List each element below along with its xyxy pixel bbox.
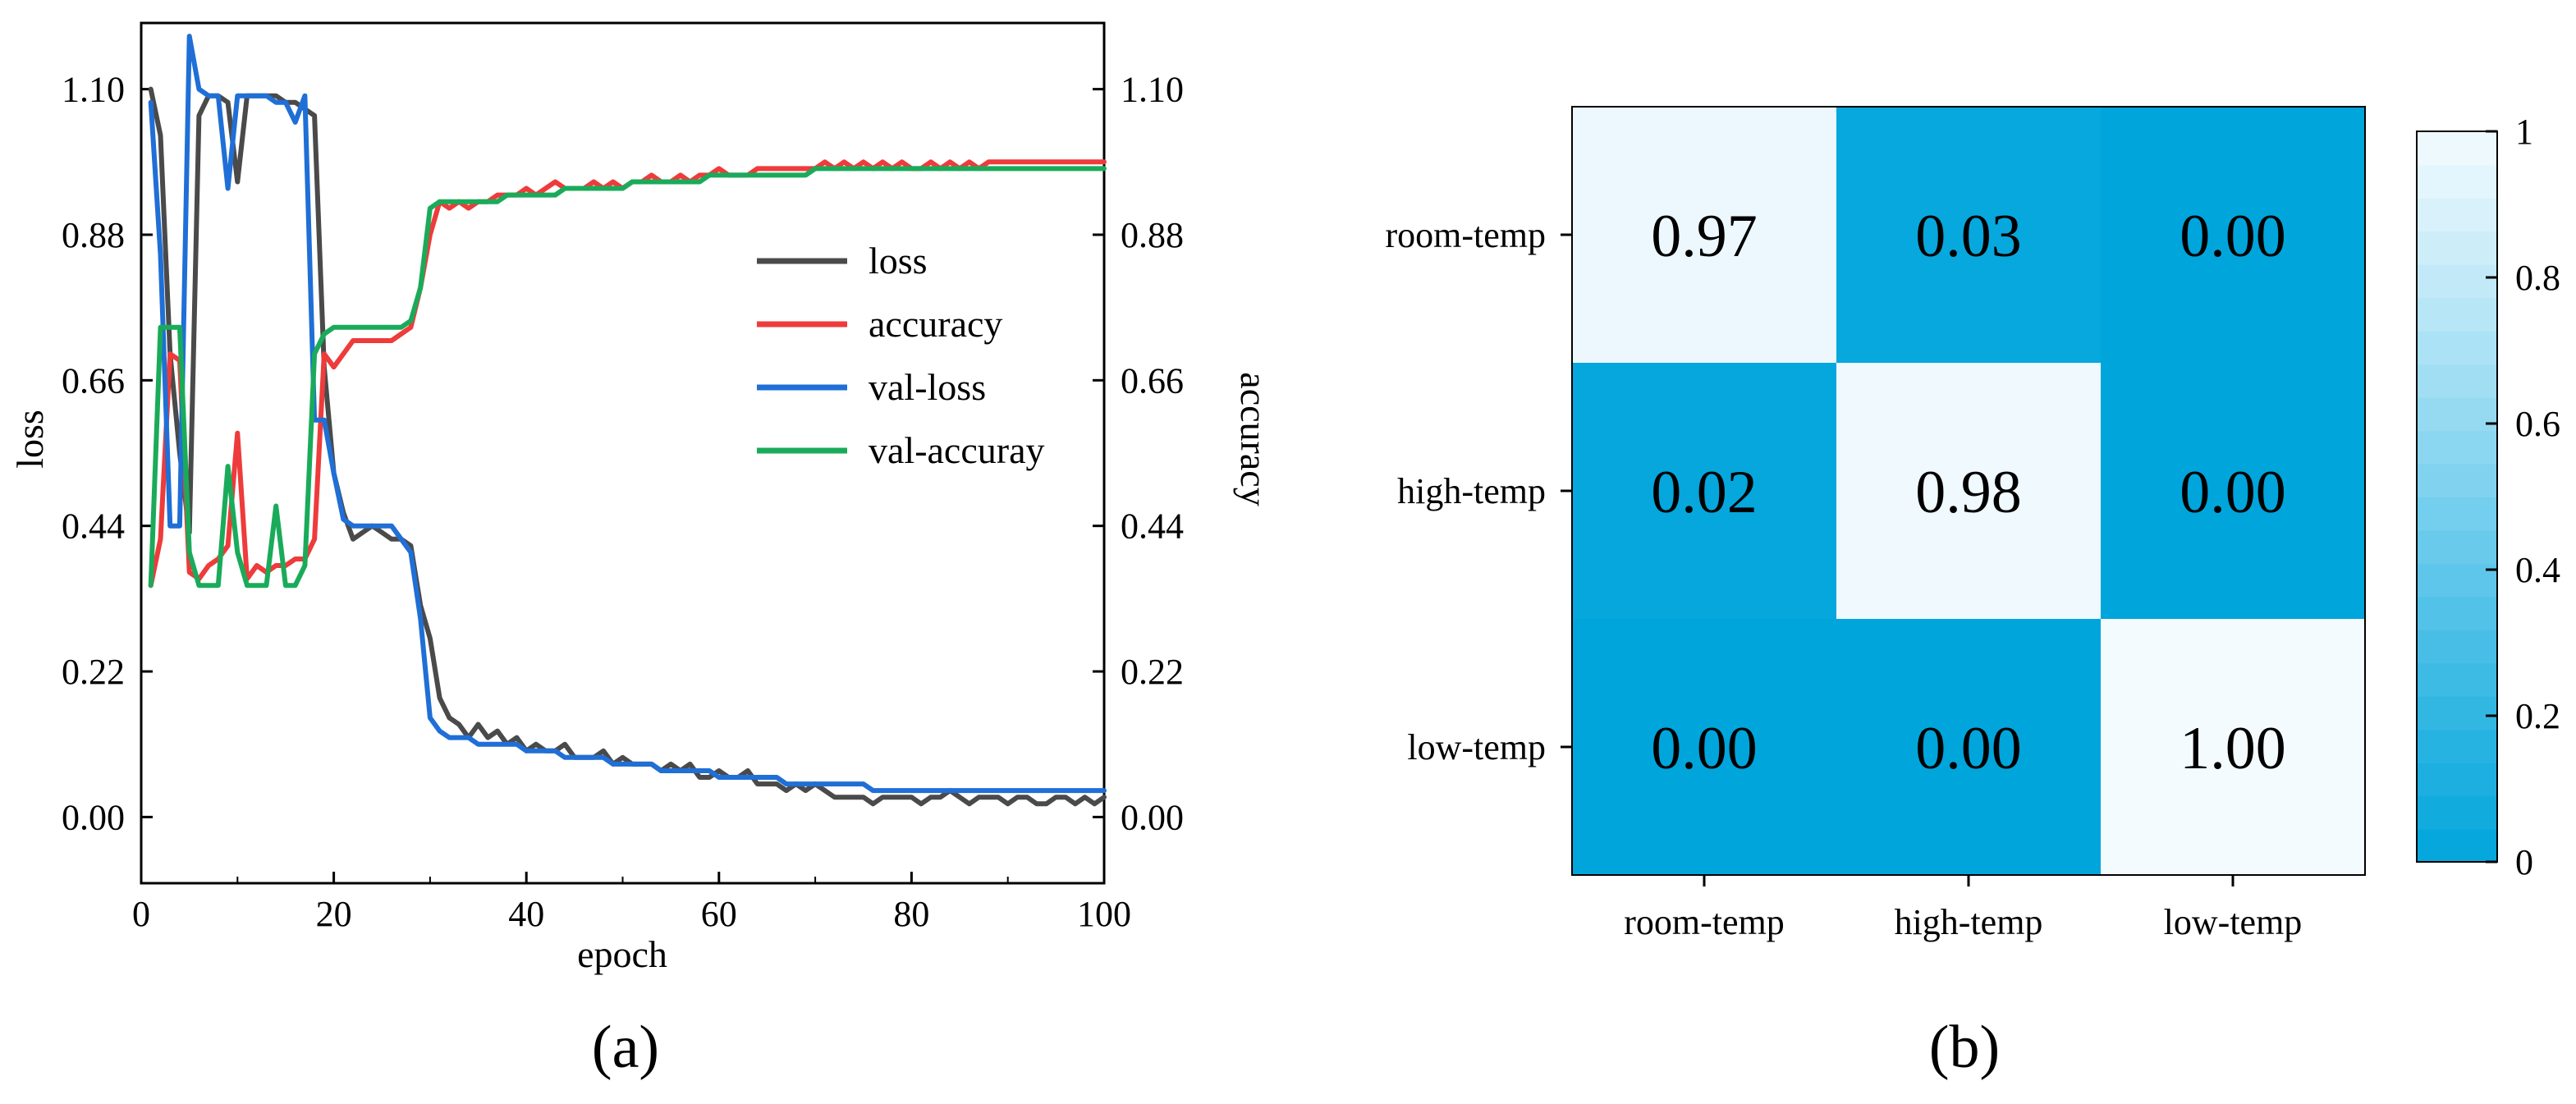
y2-tick-label: 0.88 <box>1121 215 1184 255</box>
legend-label-val-accuray: val-accuray <box>869 429 1045 471</box>
column-labels: room-temp high-temp low-temp <box>1624 875 2302 942</box>
series-line-val-accuray <box>148 166 1107 589</box>
y-tick-label: 0.22 <box>62 652 125 692</box>
colorbar-segment <box>2417 364 2497 398</box>
colorbar-tick-label: 0.4 <box>2515 550 2560 590</box>
heatmap-cell-value: 0.98 <box>1915 459 2022 526</box>
y-axis-label: loss <box>9 410 51 469</box>
heatmap-cell <box>1572 363 1836 619</box>
series-line-loss <box>148 86 1107 807</box>
colorbar-segment <box>2417 396 2497 432</box>
colorbar-segment <box>2417 762 2497 797</box>
heatmap-cell-value: 0.00 <box>1915 715 2022 782</box>
y-tick-label: 0.88 <box>62 215 125 255</box>
series-line-val-loss <box>148 34 1107 794</box>
y-axis-ticks: 0.00 0.22 0.44 0.66 0.88 1.10 <box>62 70 153 837</box>
y-tick-label: 1.10 <box>62 70 125 110</box>
heatmap-cell <box>2101 107 2365 363</box>
colorbar-tick-label: 0.2 <box>2515 696 2560 736</box>
row-label: high-temp <box>1397 471 1546 511</box>
row-labels: room-temp high-temp low-temp <box>1385 215 1572 767</box>
heatmap-cell-value: 0.02 <box>1651 459 1758 526</box>
colorbar-segment <box>2417 828 2497 863</box>
y2-axis-label: accuracy <box>1233 372 1275 506</box>
colorbar-segment <box>2417 529 2497 564</box>
x-tick-label: 100 <box>1077 894 1131 934</box>
colorbar-tick-label: 0 <box>2515 842 2533 882</box>
heatmap-cell-value: 0.97 <box>1651 203 1758 270</box>
colorbar-segment <box>2417 695 2497 731</box>
panel-a-line-chart: 0 20 40 60 80 100 0.00 0.22 0.44 0.66 0.88 1.10 0.… <box>9 21 1275 1081</box>
colorbar-tick-label: 0.6 <box>2515 404 2560 444</box>
colorbar-segment <box>2417 729 2497 763</box>
panel-b-heatmap: 0.97 0.03 0.00 0.02 0.98 0.00 0.00 0.00 1.00 roo… <box>1385 106 2560 1081</box>
y2-tick-label: 1.10 <box>1121 70 1184 110</box>
x-tick-label: 40 <box>508 894 544 934</box>
x-tick-label: 80 <box>893 894 929 934</box>
y2-tick-label: 0.22 <box>1121 652 1184 692</box>
colorbar-tick-label: 0.8 <box>2515 258 2560 298</box>
legend-label-val-loss: val-loss <box>869 366 986 408</box>
legend-label-loss: loss <box>869 240 928 282</box>
colorbar-segment <box>2417 596 2497 630</box>
colorbar-segment <box>2417 263 2497 299</box>
colorbar: 0 0.2 0.4 0.6 0.8 1 <box>2416 112 2560 882</box>
heatmap-cell <box>1572 107 1836 363</box>
row-label: room-temp <box>1385 215 1546 255</box>
heatmap-cell <box>1836 619 2101 875</box>
colorbar-segment <box>2417 131 2497 166</box>
heatmap-cells: 0.97 0.03 0.00 0.02 0.98 0.00 0.00 0.00 1.00 <box>1571 106 2366 876</box>
series-lines <box>148 34 1107 807</box>
y2-tick-label: 0.00 <box>1121 797 1184 837</box>
x-tick-label: 20 <box>316 894 352 934</box>
heatmap-cell <box>1572 619 1836 875</box>
col-label: high-temp <box>1895 902 2043 942</box>
y2-tick-label: 0.44 <box>1121 506 1184 547</box>
colorbar-segment <box>2417 497 2497 531</box>
panel-label-b: (b) <box>1929 1014 2000 1081</box>
colorbar-segment <box>2417 330 2497 365</box>
col-label: room-temp <box>1624 902 1785 942</box>
heatmap-cell <box>1836 363 2101 619</box>
legend: loss accuracy val-loss val-accuray <box>757 240 1045 471</box>
colorbar-segment <box>2417 164 2497 199</box>
colorbar-frame <box>2416 131 2498 863</box>
colorbar-segment <box>2417 795 2497 830</box>
heatmap-cell-value: 0.00 <box>1651 715 1758 782</box>
y2-axis-ticks: 0.00 0.22 0.44 0.66 0.88 1.10 <box>1093 70 1184 837</box>
y2-tick-label: 0.66 <box>1121 360 1184 401</box>
heatmap-cell <box>1836 107 2101 363</box>
heatmap-cell-value: 0.00 <box>2180 459 2286 526</box>
colorbar-segment <box>2417 430 2497 465</box>
colorbar-segment <box>2417 463 2497 497</box>
y-tick-label: 0.44 <box>62 506 125 547</box>
colorbar-segment <box>2417 562 2497 598</box>
x-axis-ticks: 0 20 40 60 80 100 <box>132 872 1131 934</box>
panel-label-a: (a) <box>592 1014 659 1081</box>
heatmap-cell <box>2101 363 2365 619</box>
y-tick-label: 0.00 <box>62 797 125 837</box>
x-axis-label: epoch <box>577 933 667 975</box>
colorbar-segment <box>2417 197 2497 232</box>
colorbar-segment <box>2417 629 2497 664</box>
colorbar-segment <box>2417 231 2497 265</box>
heatmap-cell-value: 0.00 <box>2180 203 2286 270</box>
colorbar-segment <box>2417 662 2497 697</box>
legend-label-accuracy: accuracy <box>869 303 1002 345</box>
x-tick-label: 0 <box>132 894 150 934</box>
heatmap-cell <box>2101 619 2365 875</box>
heatmap-cell-value: 1.00 <box>2180 715 2286 782</box>
heatmap-cell-value: 0.03 <box>1915 203 2022 270</box>
y-tick-label: 0.66 <box>62 360 125 401</box>
row-label: low-temp <box>1407 727 1546 767</box>
colorbar-segment <box>2417 297 2497 332</box>
colorbar-tick-label: 1 <box>2515 112 2533 152</box>
col-label: low-temp <box>2164 902 2303 942</box>
x-tick-label: 60 <box>701 894 737 934</box>
